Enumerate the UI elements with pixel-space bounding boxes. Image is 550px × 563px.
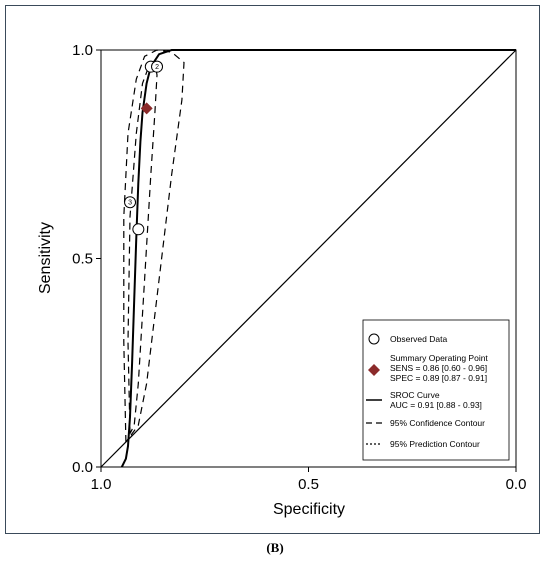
x-axis-label: Specificity — [273, 501, 345, 518]
y-tick-label: 0.0 — [72, 459, 93, 476]
legend-summary-spec: SPEC = 0.89 [0.87 - 0.91] — [390, 373, 487, 383]
legend-box — [362, 319, 510, 461]
figure-frame — [5, 5, 540, 534]
observed-point — [132, 223, 145, 236]
panel-label: (B) — [266, 540, 284, 555]
legend-confidence-label: 95% Confidence Contour — [390, 418, 485, 428]
summary-operating-point — [140, 102, 153, 115]
y-tick-label: 1.0 — [72, 42, 93, 59]
chance-diagonal — [100, 49, 517, 468]
legend-observed-symbol — [368, 333, 380, 345]
legend: Observed Data Summary Operating Point SE… — [362, 319, 510, 461]
ticks-layer: 1.0 0.5 0.0 0.0 0.5 1.0 — [72, 42, 526, 493]
legend-summary-sens: SENS = 0.86 [0.60 - 0.96] — [390, 363, 487, 373]
legend-summary-symbol — [368, 364, 380, 376]
legend-sroc-title: SROC Curve — [390, 390, 440, 400]
observed-point — [151, 60, 164, 73]
observed-point-label: 2 — [155, 64, 159, 71]
legend-summary-title: Summary Operating Point — [390, 353, 488, 363]
sroc-curve — [120, 49, 516, 468]
y-axis-label: Sensitivity — [37, 222, 54, 294]
legend-sroc-auc: AUC = 0.91 [0.88 - 0.93] — [390, 400, 482, 410]
prediction-contour — [123, 49, 185, 443]
x-tick-label: 0.0 — [506, 476, 527, 493]
x-tick-label: 1.0 — [91, 476, 112, 493]
sroc-chart: 23 1.0 0.5 0.00.00.51.0 Specificity Sensit… — [37, 42, 526, 518]
observed-point-label: 3 — [128, 200, 132, 207]
legend-observed-label: Observed Data — [390, 334, 447, 344]
observed-point — [124, 196, 137, 209]
points-layer: 23 — [124, 60, 164, 236]
x-tick-label: 0.5 — [298, 476, 319, 493]
legend-prediction-label: 95% Prediction Contour — [390, 439, 480, 449]
y-tick-label: 0.5 — [72, 251, 93, 268]
